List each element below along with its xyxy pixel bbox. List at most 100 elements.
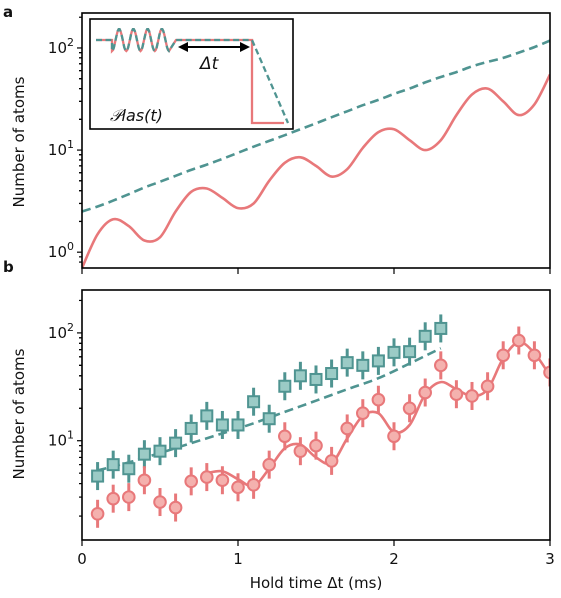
x-axis-label-text: Hold time Δt (ms) (250, 574, 383, 592)
panel-b-red-point (262, 450, 277, 479)
panel-b-teal-point (247, 387, 261, 416)
panel-a: 100 101 102 (48, 12, 551, 274)
panel-b-red-point (153, 488, 167, 517)
a-ytick-label: 102 (48, 36, 74, 57)
panel-b-teal-point (91, 462, 105, 491)
panel-b-red-point (246, 470, 261, 499)
panel-b-red-point (434, 351, 448, 380)
circle-marker (340, 421, 355, 436)
circle-marker (496, 348, 511, 363)
panel-b-red-point (496, 341, 511, 370)
panel-b-red-point (371, 385, 386, 414)
circle-marker (184, 474, 198, 489)
circle-marker (324, 454, 339, 468)
square-marker (356, 358, 370, 372)
panel-b-red-point (278, 422, 292, 451)
square-marker (169, 436, 183, 450)
panel-b-teal-point (262, 404, 276, 433)
circle-marker (543, 365, 550, 380)
panel-b-teal-point (215, 410, 229, 439)
panel-b-red-point (512, 326, 526, 355)
circle-marker (356, 406, 370, 420)
circle-marker (215, 473, 230, 488)
panel-b-red-point (184, 467, 198, 496)
circle-marker (231, 480, 245, 495)
inset-arrowhead-right (240, 42, 250, 52)
panel-b-red-point (137, 466, 152, 495)
panel-b-red-point (543, 358, 550, 387)
panel-b-teal-point (169, 429, 183, 458)
panel-b-teal-point (106, 450, 120, 479)
panel-b-teal-point (325, 359, 339, 388)
panel-b-frame (81, 289, 551, 541)
b-xtick-label: 1 (233, 550, 243, 568)
panel-b-red-point (231, 473, 245, 502)
panel-b-red-point (527, 341, 542, 370)
circle-marker (465, 389, 479, 403)
panel-b-red-point (309, 431, 323, 460)
ytick-exponent: 1 (67, 429, 74, 442)
circle-marker (309, 438, 323, 453)
panel-b-teal-point (418, 322, 432, 351)
square-marker (247, 395, 261, 409)
panel-b-teal-point (184, 414, 198, 443)
circle-marker (293, 444, 308, 458)
panel-b-teal-point (371, 346, 385, 375)
square-marker (309, 372, 323, 386)
ytick-exponent: 2 (67, 321, 74, 334)
circle-marker (200, 470, 214, 484)
ytick-base: 10 (48, 324, 67, 342)
square-marker (215, 418, 229, 432)
square-marker (91, 469, 105, 483)
panel-b-teal-point (340, 348, 354, 377)
panel-b-red-point (200, 463, 214, 492)
x-axis-label: Hold time Δt (ms) (250, 574, 383, 592)
circle-marker (418, 385, 433, 400)
ytick-base: 10 (48, 141, 67, 159)
square-marker (278, 379, 292, 393)
panel-b-teal-point (122, 454, 136, 483)
panel-b-red-point (480, 372, 495, 401)
panel-b-red-point (215, 466, 230, 495)
panel-b-teal-point (387, 338, 401, 367)
b-xtick-label: 3 (545, 550, 555, 568)
circle-marker (262, 457, 277, 472)
circle-marker (434, 358, 448, 373)
circle-marker (480, 379, 495, 394)
ytick-exponent: 2 (67, 36, 74, 49)
panel-b-teal-point (153, 437, 167, 466)
b-xtick-label: 2 (389, 550, 399, 568)
panel-b-ylabel: Number of atoms (10, 348, 28, 479)
circle-marker (106, 491, 120, 506)
square-marker (434, 321, 448, 335)
circle-marker (153, 495, 167, 509)
a-ytick-label: 100 (48, 240, 74, 261)
circle-marker (278, 429, 292, 444)
square-marker (403, 345, 417, 359)
panel-b-red-point (168, 493, 183, 522)
inset-signal-label: 𝒫las(t) (110, 106, 163, 125)
circle-marker (90, 506, 105, 521)
panel-b-red-point (449, 380, 464, 409)
circle-marker (527, 348, 542, 363)
panel-b-red-point (293, 437, 308, 466)
ytick-exponent: 0 (67, 240, 74, 253)
circle-marker (246, 478, 261, 492)
circle-marker (402, 401, 417, 416)
circle-marker (168, 500, 183, 515)
panel-b-red-point (106, 484, 120, 513)
panel-b-red-point (324, 446, 339, 475)
inset-laser-schematic: Δt 𝒫las(t) (89, 18, 294, 130)
ytick-base: 10 (48, 432, 67, 450)
b-ytick-label: 102 (48, 321, 74, 342)
panel-b-teal-point (434, 314, 448, 343)
square-marker (387, 345, 401, 359)
panel-b-red-point (122, 483, 136, 512)
square-marker (231, 418, 245, 432)
inset-teal-pulse (96, 28, 290, 124)
panel-b-teal-point (231, 410, 245, 439)
circle-marker (387, 429, 401, 444)
panel-b-red-point (340, 414, 355, 443)
ytick-exponent: 1 (67, 138, 74, 151)
